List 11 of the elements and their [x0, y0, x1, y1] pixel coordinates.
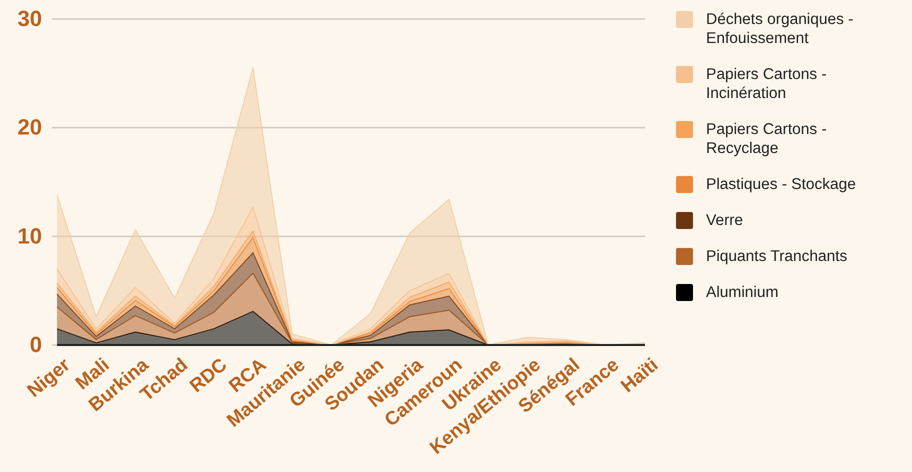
y-tick-label: 10 — [18, 223, 42, 248]
legend-label: Piquants Tranchants — [706, 248, 848, 265]
y-tick-label: 0 — [30, 332, 42, 358]
legend-label: Aluminium — [706, 284, 778, 301]
y-tick-label: 30 — [18, 6, 42, 32]
legend-label: Verre — [706, 212, 744, 229]
y-tick-label: 20 — [18, 114, 42, 140]
legend-label: Papiers Cartons - Incinération — [706, 66, 827, 102]
legend-label: Plastiques - Stockage — [706, 176, 856, 193]
legend-label: Papiers Cartons - Recyclage — [706, 121, 827, 157]
legend-label: Déchets organiques - Enfouissement — [706, 11, 854, 47]
